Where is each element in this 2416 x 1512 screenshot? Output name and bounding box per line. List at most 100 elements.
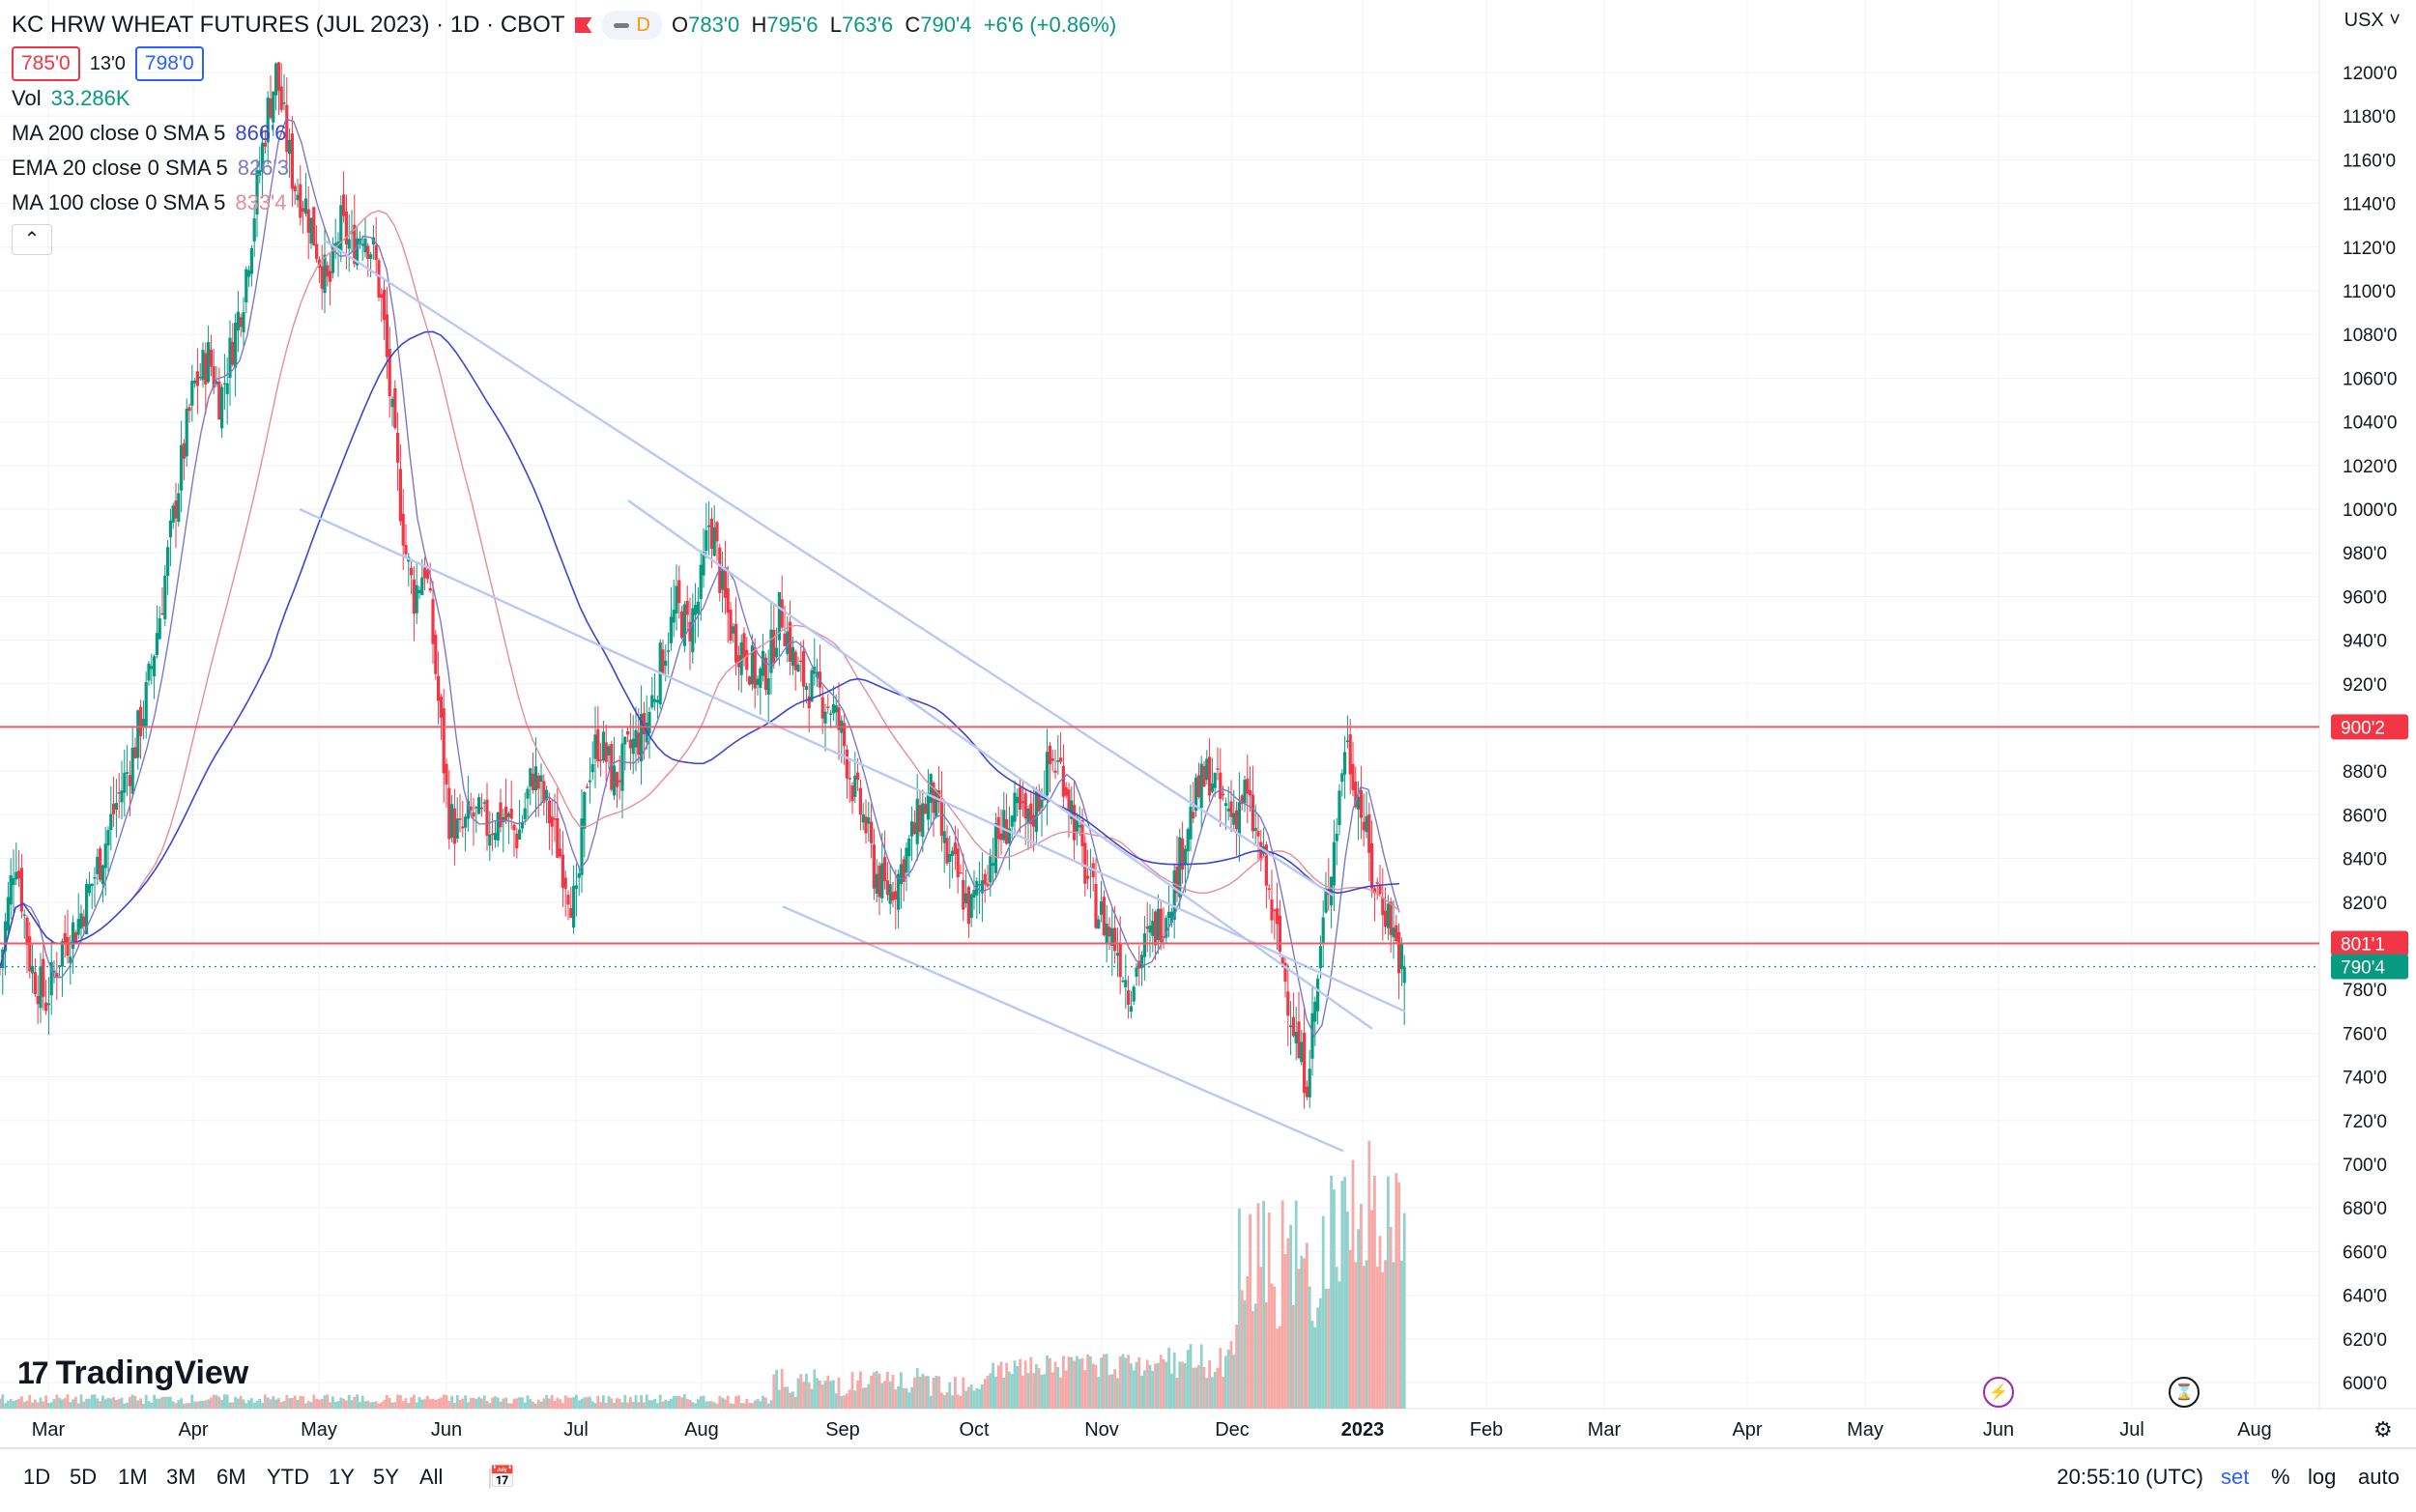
candle-body bbox=[123, 772, 127, 793]
candle-body bbox=[153, 656, 157, 677]
volume-bar bbox=[185, 1403, 188, 1409]
candle-body bbox=[293, 185, 297, 191]
candle-body bbox=[539, 775, 543, 783]
volume-bar bbox=[423, 1399, 426, 1409]
range-6m-button[interactable]: 6M bbox=[216, 1465, 246, 1489]
ema20-indicator[interactable]: EMA 20 close 0 SMA 5 826'3 bbox=[12, 151, 1116, 185]
candle-body bbox=[60, 941, 64, 967]
volume-bar bbox=[732, 1403, 735, 1409]
candle-body bbox=[144, 682, 148, 727]
candle-body bbox=[1286, 991, 1290, 1016]
timer-icon[interactable]: ⌛ bbox=[2169, 1377, 2200, 1408]
candle-body bbox=[631, 738, 635, 755]
volume-bar bbox=[302, 1396, 304, 1409]
flag-icon[interactable] bbox=[574, 17, 592, 33]
candle-body bbox=[561, 854, 564, 888]
volume-bar bbox=[76, 1403, 80, 1409]
settings-gear-icon[interactable]: ⚙ bbox=[2373, 1418, 2393, 1442]
volume-bar bbox=[853, 1390, 857, 1409]
candle-body bbox=[512, 824, 516, 831]
log-toggle[interactable]: log bbox=[2308, 1465, 2337, 1489]
candle-body bbox=[1059, 757, 1063, 762]
candle-body bbox=[339, 205, 343, 253]
ma100-indicator[interactable]: MA 100 close 0 SMA 5 833'4 bbox=[12, 185, 1116, 220]
volume-bar bbox=[1279, 1326, 1281, 1409]
range-1d-button[interactable]: 1D bbox=[23, 1465, 51, 1489]
utc-clock[interactable]: 20:55:10 (UTC) bbox=[2056, 1465, 2203, 1489]
ask-button[interactable]: 798'0 bbox=[134, 46, 204, 81]
volume-bar bbox=[437, 1399, 440, 1409]
time-tick-label: Nov bbox=[1084, 1419, 1119, 1441]
candle-body bbox=[312, 207, 316, 245]
candle-body bbox=[1178, 837, 1182, 898]
set-toggle[interactable]: set bbox=[2221, 1465, 2250, 1489]
volume-bar bbox=[215, 1395, 218, 1409]
volume-bar bbox=[380, 1402, 384, 1409]
calendar-icon[interactable]: 📅 bbox=[489, 1465, 516, 1489]
volume-bar bbox=[1286, 1238, 1290, 1409]
tradingview-logo[interactable]: 17 TradingView bbox=[17, 1355, 248, 1392]
range-ytd-button[interactable]: YTD bbox=[267, 1465, 309, 1489]
price-chart[interactable]: 1200'0 1180'0 1160'0 1140'0 1120'0 1100'0 1080… bbox=[0, 0, 2416, 1447]
range-5d-button[interactable]: 5D bbox=[70, 1465, 98, 1489]
volume-bar bbox=[250, 1398, 253, 1409]
range-all-button[interactable]: All bbox=[419, 1465, 444, 1489]
vol-indicator[interactable]: Vol 33.286K bbox=[12, 81, 1116, 116]
range-3m-button[interactable]: 3M bbox=[166, 1465, 196, 1489]
volume-bar bbox=[160, 1396, 164, 1409]
candle-body bbox=[1026, 808, 1030, 823]
volume-bar bbox=[580, 1398, 584, 1409]
candle-body bbox=[1083, 842, 1087, 884]
candle-body bbox=[667, 650, 671, 652]
volume-bar bbox=[856, 1380, 859, 1409]
range-5y-button[interactable]: 5Y bbox=[373, 1465, 399, 1489]
ma200-indicator[interactable]: MA 200 close 0 SMA 5 866'6 bbox=[12, 116, 1116, 151]
volume-bar bbox=[964, 1390, 967, 1409]
volume-bar bbox=[559, 1399, 561, 1409]
range-1y-button[interactable]: 1Y bbox=[329, 1465, 355, 1489]
candle-body bbox=[209, 349, 213, 367]
candle-body bbox=[215, 381, 218, 385]
volume-bar bbox=[1208, 1360, 1211, 1409]
candle-body bbox=[509, 808, 513, 819]
candle-body bbox=[1384, 910, 1388, 927]
auto-toggle[interactable]: auto bbox=[2358, 1465, 2400, 1489]
volume-bar bbox=[1037, 1368, 1041, 1409]
volume-bar bbox=[1013, 1360, 1017, 1409]
volume-series bbox=[0, 1140, 1406, 1409]
volume-bar bbox=[79, 1394, 83, 1409]
symbol-title[interactable]: KC HRW WHEAT FUTURES (JUL 2023) · 1D · C… bbox=[12, 12, 565, 38]
volume-bar bbox=[315, 1398, 318, 1409]
volume-bar bbox=[819, 1380, 821, 1409]
candle-body bbox=[1370, 842, 1374, 889]
candle-body bbox=[897, 873, 901, 910]
volume-bar bbox=[1076, 1355, 1079, 1409]
lightning-icon[interactable]: ⚡ bbox=[1983, 1377, 2014, 1408]
candle-body bbox=[888, 884, 892, 904]
candle-body bbox=[139, 706, 143, 736]
candle-body bbox=[834, 704, 838, 713]
candle-body bbox=[85, 883, 89, 935]
collapse-legend-button[interactable]: ⌃ bbox=[12, 224, 52, 255]
volume-bar bbox=[196, 1401, 199, 1409]
candle-body bbox=[759, 668, 762, 688]
volume-bar bbox=[1029, 1356, 1033, 1409]
data-status-pill[interactable]: D bbox=[601, 11, 662, 40]
percent-toggle[interactable]: % bbox=[2271, 1465, 2290, 1489]
range-1m-button[interactable]: 1M bbox=[118, 1465, 148, 1489]
volume-bar bbox=[360, 1395, 364, 1409]
candle-body bbox=[532, 773, 535, 790]
candle-body bbox=[404, 544, 408, 555]
currency-selector[interactable]: USX ˅ bbox=[2344, 10, 2401, 32]
candle-body bbox=[870, 821, 874, 843]
volume-bar bbox=[1327, 1288, 1331, 1409]
volume-bar bbox=[834, 1393, 838, 1409]
candle-body bbox=[331, 243, 334, 273]
volume-bar bbox=[7, 1400, 10, 1409]
candle-body bbox=[141, 719, 145, 727]
candle-body bbox=[905, 847, 908, 873]
candle-body bbox=[52, 970, 56, 973]
candle-body bbox=[326, 265, 330, 277]
candle-body bbox=[491, 833, 495, 836]
bid-button[interactable]: 785'0 bbox=[12, 46, 80, 81]
